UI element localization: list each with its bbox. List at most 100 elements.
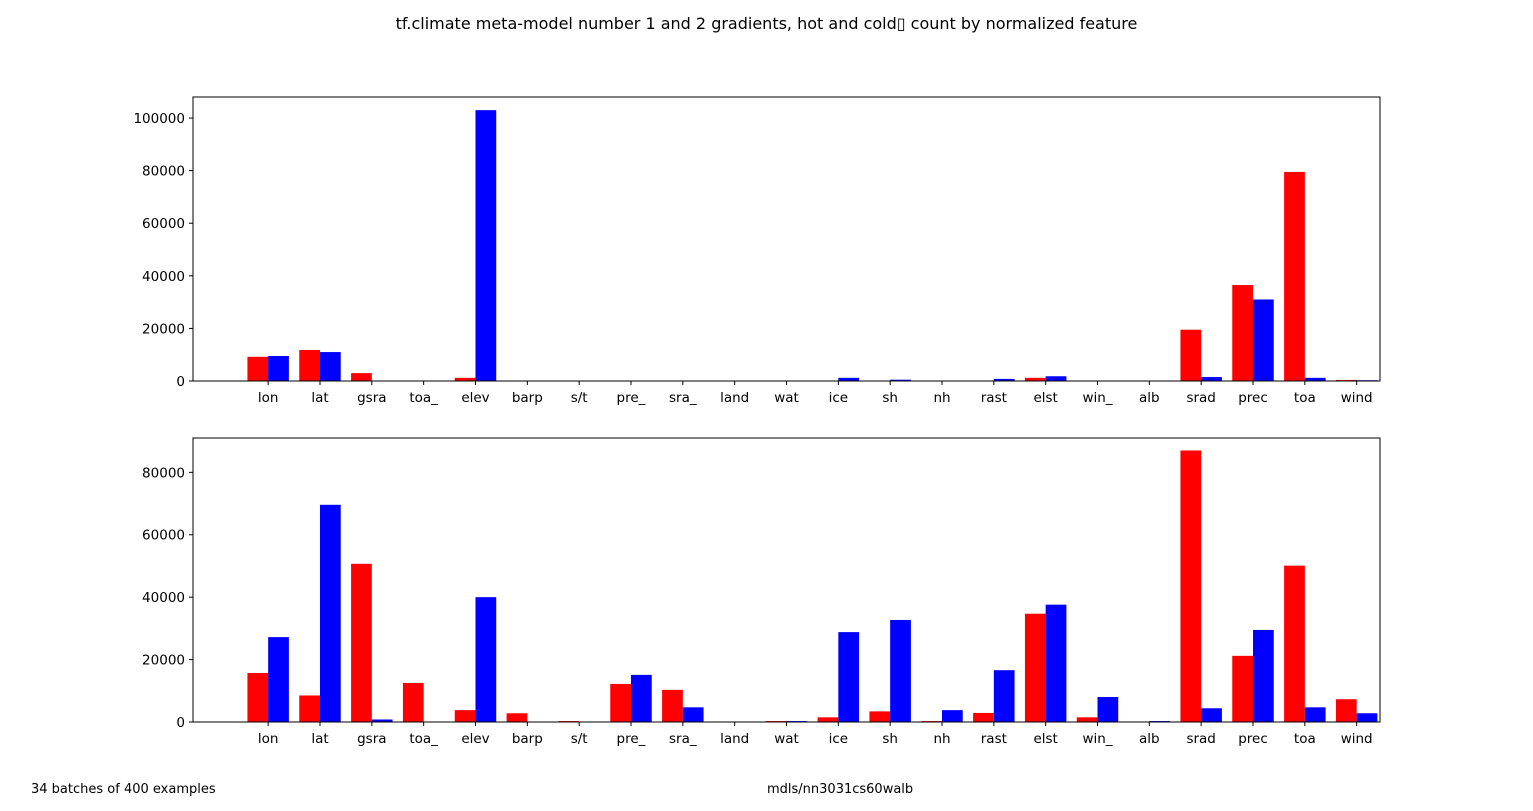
bar-prec-hot	[1232, 655, 1253, 722]
x-tick-label: sra_	[669, 731, 697, 747]
x-tick-label: sh	[882, 731, 898, 747]
x-tick-label: alb	[1139, 731, 1160, 747]
y-tick-label: 20000	[142, 653, 185, 669]
x-tick-label: nh	[933, 390, 950, 406]
x-tick-label: land	[720, 731, 749, 747]
x-tick-label: barp	[512, 731, 543, 747]
bar-toa-hot	[1284, 171, 1305, 381]
bar-win-hot	[1076, 717, 1098, 722]
bar-ice-hot	[817, 717, 839, 722]
bar-rast-cold	[993, 670, 1015, 722]
x-tick-label: toa_	[409, 731, 438, 747]
x-tick-label: gsra	[357, 390, 386, 406]
x-tick-label: wind	[1341, 731, 1373, 747]
x-tick-label: ice	[829, 390, 848, 406]
y-tick-label: 0	[176, 715, 185, 731]
bar-prec-cold	[1253, 629, 1274, 722]
bar-sh-hot	[869, 711, 891, 722]
x-tick-label: pre_	[617, 390, 646, 406]
bar-toa-hot	[1284, 565, 1305, 722]
x-tick-label: elst	[1033, 390, 1057, 406]
x-tick-label: lon	[258, 390, 279, 406]
x-tick-label: barp	[512, 390, 543, 406]
bar-gsra-cold	[371, 719, 393, 722]
x-tick-label: lat	[311, 731, 328, 747]
x-tick-label: srad	[1186, 390, 1215, 406]
y-tick-label: 80000	[142, 465, 185, 481]
x-tick-label: prec	[1238, 731, 1268, 747]
bar-elev-hot	[454, 710, 476, 722]
bar-sh-cold	[890, 619, 911, 722]
bar-pre-cold	[631, 674, 652, 722]
bar-wind-hot	[1335, 699, 1357, 722]
bar-ice-cold	[838, 377, 860, 381]
x-tick-label: sra_	[669, 390, 697, 406]
y-tick-label: 60000	[142, 216, 185, 232]
bar-srad-hot	[1180, 450, 1202, 722]
x-tick-label: lon	[258, 731, 279, 747]
x-tick-label: alb	[1139, 390, 1160, 406]
bar-srad-cold	[1201, 708, 1222, 722]
x-tick-label: elev	[461, 390, 489, 406]
bar-lat-hot	[299, 349, 320, 381]
bar-wind-hot	[1335, 379, 1357, 381]
bar-elev-cold	[475, 110, 497, 382]
x-tick-label: win_	[1082, 390, 1112, 406]
bar-lat-hot	[299, 695, 320, 722]
bar-ice-cold	[838, 632, 860, 722]
bar-srad-cold	[1201, 377, 1222, 381]
bar-toa-cold	[1304, 377, 1326, 381]
bar-nh-cold	[942, 710, 963, 722]
x-tick-label: wat	[774, 390, 799, 406]
y-tick-label: 80000	[142, 164, 185, 180]
x-tick-label: gsra	[357, 731, 386, 747]
bar-prec-hot	[1232, 285, 1253, 381]
x-tick-label: pre_	[617, 731, 646, 747]
x-tick-label: toa	[1294, 731, 1316, 747]
bar-sra-cold	[682, 707, 704, 722]
y-tick-label: 40000	[142, 269, 185, 285]
x-tick-label: s/t	[571, 731, 588, 747]
x-tick-label: ice	[829, 731, 848, 747]
y-tick-label: 0	[176, 374, 185, 390]
batch-info-text: 34 batches of 400 examples	[31, 782, 216, 797]
x-tick-label: wat	[774, 731, 799, 747]
bar-elev-cold	[475, 597, 497, 722]
bar-rast-cold	[993, 378, 1015, 381]
bar-lat-cold	[319, 504, 341, 722]
bottom-chart: lon lat gsra toa_ elev barp s/t pre_ sra_ land wat…	[142, 437, 1381, 747]
x-tick-label: sh	[882, 390, 898, 406]
bar-toa-cold	[1304, 707, 1326, 722]
bar-gsra-hot	[351, 373, 372, 381]
x-tick-label: wind	[1341, 390, 1373, 406]
bar-elst-hot	[1024, 613, 1046, 722]
x-tick-label: rast	[981, 731, 1007, 747]
bar-gsra-hot	[351, 563, 372, 722]
bar-elst-cold	[1045, 604, 1067, 722]
bar-elst-hot	[1024, 377, 1046, 381]
bar-rast-hot	[973, 712, 994, 722]
bar-lon-cold	[268, 356, 289, 381]
x-tick-label: rast	[981, 390, 1007, 406]
bar-wind-cold	[1356, 713, 1378, 722]
bar-barp-hot	[506, 713, 528, 722]
bar-lon-hot	[247, 356, 269, 381]
x-tick-label: win_	[1082, 731, 1112, 747]
top-chart: lon lat gsra toa_ elev barp s/t pre_ sra_ land wat…	[133, 96, 1381, 406]
y-tick-label: 20000	[142, 321, 185, 337]
bar-elev-hot	[454, 377, 476, 381]
y-tick-label: 100000	[133, 111, 185, 127]
x-tick-label: toa_	[409, 390, 438, 406]
bar-toa-hot	[402, 682, 424, 722]
bar-sra-hot	[662, 689, 683, 722]
x-tick-label: elev	[461, 731, 489, 747]
x-tick-label: toa	[1294, 390, 1316, 406]
axes-frame	[192, 96, 1381, 382]
x-tick-label: prec	[1238, 390, 1268, 406]
bar-lat-cold	[319, 352, 341, 381]
bar-win-cold	[1097, 697, 1119, 722]
bar-lon-cold	[268, 637, 289, 722]
bar-lon-hot	[247, 673, 269, 722]
x-tick-label: land	[720, 390, 749, 406]
x-tick-label: srad	[1186, 731, 1215, 747]
